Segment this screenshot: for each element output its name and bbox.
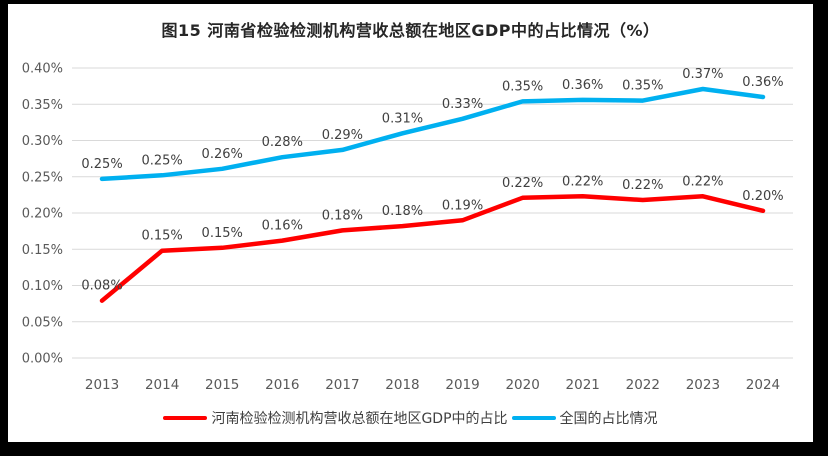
y-axis-tick-label: 0.25% [22,170,63,185]
data-label: 0.22% [562,174,603,189]
x-axis-tick-label: 2021 [566,377,600,393]
y-axis-tick-label: 0.15% [22,243,63,258]
x-axis-tick-label: 2015 [205,377,239,393]
data-label: 0.31% [382,111,423,126]
legend-swatch-national [511,416,556,420]
y-axis-tick-label: 0.10% [22,279,63,294]
data-label: 0.36% [562,78,603,93]
y-axis-tick-label: 0.35% [22,98,63,113]
data-label: 0.29% [322,128,363,143]
legend-label-henan: 河南检验检测机构营收总额在地区GDP中的占比 [211,411,508,427]
data-label: 0.37% [682,67,723,82]
chart-title: 图15 河南省检验检测机构营收总额在地区GDP中的占比情况（%） [161,21,660,40]
x-axis-tick-label: 2024 [746,377,780,393]
data-label: 0.22% [622,178,663,193]
series-line-1 [99,86,766,182]
y-axis-tick-label: 0.20% [22,207,63,222]
legend-swatch-henan [163,416,208,420]
data-label: 0.15% [202,226,243,241]
x-axis-tick-label: 2023 [686,377,720,393]
x-axis-tick-label: 2020 [505,377,539,393]
line-chart: 0.00% 0.05% 0.10% 0.15% 0.20% 0.25% 0.30% 0.35%… [22,62,793,393]
legend-item-national: 全国的占比情况 [511,408,658,428]
x-axis-tick-label: 2022 [626,377,660,393]
x-axis-tick-label: 2016 [265,377,299,393]
y-axis-tick-label: 0.40% [22,62,63,77]
y-axis-tick-label: 0.30% [22,134,63,149]
data-label: 0.25% [141,153,182,168]
x-axis-tick-label: 2013 [85,377,119,393]
x-axis-tick-label: 2019 [445,377,479,393]
legend-item-henan: 河南检验检测机构营收总额在地区GDP中的占比 [163,408,508,428]
data-label: 0.18% [382,204,423,219]
legend-label-national: 全国的占比情况 [559,411,658,427]
data-label: 0.35% [502,79,543,94]
data-label: 0.36% [742,75,783,90]
y-axis-tick-label: 0.00% [22,352,63,367]
data-label: 0.28% [262,135,303,150]
data-label: 0.33% [442,97,483,112]
chart-page: 图15 河南省检验检测机构营收总额在地区GDP中的占比情况（%） 0.00% 0.… [8,4,813,442]
y-axis-tick-label: 0.05% [22,315,63,330]
data-label: 0.26% [202,147,243,162]
data-label: 0.22% [502,176,543,191]
data-label: 0.08% [81,279,122,294]
data-label: 0.18% [322,208,363,223]
x-axis-tick-label: 2018 [385,377,419,393]
data-label: 0.20% [742,189,783,204]
series-line-0 [99,194,766,303]
data-label: 0.16% [262,219,303,234]
data-label: 0.19% [442,198,483,213]
data-label: 0.15% [141,229,182,244]
x-axis-tick-label: 2017 [325,377,359,393]
data-label: 0.35% [622,79,663,94]
x-axis-tick-label: 2014 [145,377,179,393]
data-label: 0.25% [81,157,122,172]
chart-legend: 河南检验检测机构营收总额在地区GDP中的占比 全国的占比情况 [8,408,813,428]
data-label: 0.22% [682,174,723,189]
